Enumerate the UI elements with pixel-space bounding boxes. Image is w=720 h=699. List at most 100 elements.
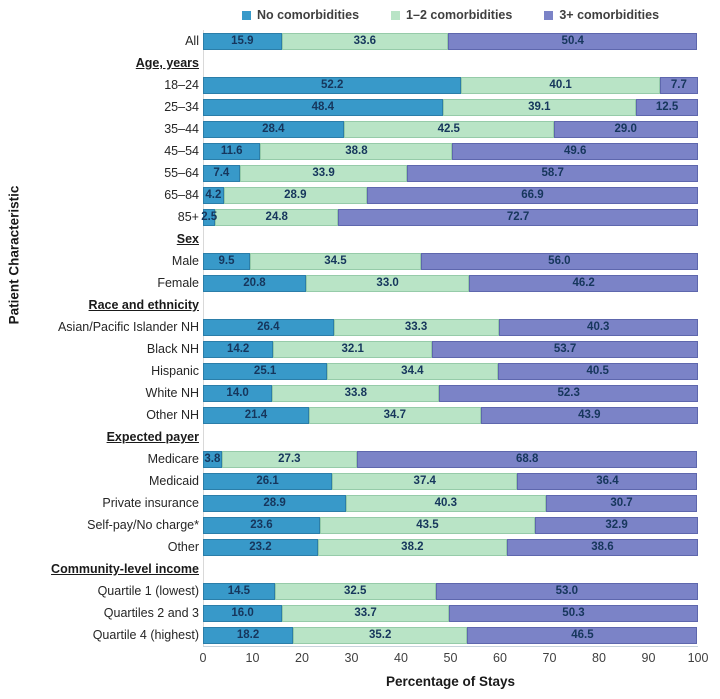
value-label: 28.4 [262, 122, 285, 135]
section-row: Sex [0, 228, 720, 250]
value-label: 38.8 [345, 144, 368, 157]
bar-row: Female 20.8 33.0 46.2 [0, 272, 720, 294]
chart-legend: No comorbidities 1–2 comorbidities 3+ como… [203, 6, 698, 24]
bar-segment-series-2: 40.3 [346, 494, 546, 512]
value-label: 58.7 [541, 166, 564, 179]
legend-item-2: 1–2 comorbidities [391, 8, 512, 22]
bar-segment-series-2: 32.1 [273, 340, 433, 358]
x-tick-label: 70 [542, 651, 557, 665]
stacked-bar: 48.4 39.1 12.5 [203, 98, 698, 116]
chart-rows: All 15.9 33.6 50.4 Age, years 18–24 52.2 40.1 7.… [0, 30, 720, 646]
bar-row: Other 23.2 38.2 38.6 [0, 536, 720, 558]
bar-segment-series-3: 58.7 [407, 164, 698, 182]
bar-segment-series-3: 7.7 [659, 76, 698, 94]
bar-segment-series-2: 34.5 [250, 252, 421, 270]
value-label: 40.3 [434, 496, 457, 509]
value-label: 37.4 [413, 474, 436, 487]
value-label: 27.3 [278, 452, 301, 465]
value-label: 66.9 [521, 188, 544, 201]
bar-row: Medicare 3.8 27.3 68.8 [0, 448, 720, 470]
value-label: 26.1 [256, 474, 279, 487]
category-label: Quartiles 2 and 3 [103, 606, 199, 620]
value-label: 18.2 [236, 628, 260, 641]
bar-segment-series-2: 33.7 [282, 604, 449, 622]
bar-row: Quartiles 2 and 3 16.0 33.7 50.3 [0, 602, 720, 624]
value-label: 39.1 [528, 100, 551, 113]
value-label: 53.7 [553, 342, 577, 355]
section-header: Sex [176, 232, 199, 246]
bar-segment-series-2: 34.4 [327, 362, 498, 380]
bar-segment-series-2: 34.7 [308, 406, 481, 424]
stacked-bar: 4.2 28.9 66.9 [203, 186, 698, 204]
x-axis-ticks: 0 10 20 30 40 50 60 70 80 90 100 [200, 651, 709, 667]
category-label: 55–64 [164, 166, 199, 180]
stacked-bar: 14.5 32.5 53.0 [203, 582, 698, 600]
stacked-bar: 3.8 27.3 68.8 [203, 450, 698, 468]
section-header: Expected payer [106, 430, 199, 444]
value-label: 48.4 [311, 100, 334, 113]
value-label: 14.5 [227, 584, 251, 597]
stacked-bar: 16.0 33.7 50.3 [203, 604, 698, 622]
value-label: 32.9 [605, 518, 628, 531]
value-label: 43.9 [578, 408, 601, 421]
stacked-bar: 25.1 34.4 40.5 [203, 362, 698, 380]
value-label: 28.9 [284, 188, 307, 201]
bar-segment-series-3: 56.0 [420, 252, 698, 270]
x-tick-label: 100 [687, 651, 709, 665]
bar-segment-series-1: 14.5 [203, 582, 275, 600]
bar-segment-series-3: 32.9 [535, 516, 698, 534]
category-label: 85+ [177, 210, 199, 224]
bar-row: Other NH 21.4 34.7 43.9 [0, 404, 720, 426]
value-label: 33.7 [354, 606, 377, 619]
stacked-bar: 9.5 34.5 56.0 [203, 252, 698, 270]
legend-label: 3+ comorbidities [559, 8, 660, 22]
bar-segment-series-2: 33.8 [272, 384, 440, 402]
bar-row: Medicaid 26.1 37.4 36.4 [0, 470, 720, 492]
bar-segment-series-1: 14.0 [203, 384, 273, 402]
legend-swatch-icon [544, 10, 554, 20]
value-label: 16.0 [231, 606, 254, 619]
legend-label: No comorbidities [256, 8, 360, 22]
bar-segment-series-2: 32.5 [274, 582, 436, 600]
category-label: 25–34 [164, 100, 199, 114]
value-label: 14.0 [226, 386, 249, 399]
category-label: Other NH [146, 408, 199, 422]
bar-row: 25–34 48.4 39.1 12.5 [0, 96, 720, 118]
bar-row: 45–54 11.6 38.8 49.6 [0, 140, 720, 162]
value-label: 38.2 [401, 540, 424, 553]
category-label: 45–54 [164, 144, 199, 158]
value-label: 21.4 [244, 408, 268, 421]
value-label: 72.7 [506, 210, 530, 223]
value-label: 32.5 [344, 584, 367, 597]
bar-segment-series-1: 48.4 [203, 98, 443, 116]
bar-segment-series-1: 3.8 [203, 450, 222, 468]
section-row: Expected payer [0, 426, 720, 448]
bar-segment-series-2: 27.3 [221, 450, 357, 468]
bar-segment-series-3: 46.5 [467, 626, 698, 644]
legend-swatch-icon [391, 10, 401, 20]
value-label: 49.6 [564, 144, 587, 157]
x-tick-label: 90 [641, 651, 656, 665]
category-label: White NH [145, 386, 199, 400]
value-label: 40.5 [586, 364, 609, 377]
bar-segment-series-1: 28.9 [203, 494, 347, 512]
value-label: 25.1 [253, 364, 277, 377]
value-label: 40.1 [549, 78, 572, 91]
bar-segment-series-3: 66.9 [366, 186, 698, 204]
stacked-bar: 26.4 33.3 40.3 [203, 318, 698, 336]
stacked-bar: 11.6 38.8 49.6 [203, 142, 698, 160]
x-tick-label: 50 [443, 651, 458, 665]
value-label: 40.3 [587, 320, 610, 333]
section-header: Race and ethnicity [88, 298, 199, 312]
bar-segment-series-2: 42.5 [343, 120, 554, 138]
stacked-bar: 52.2 40.1 7.7 [203, 76, 698, 94]
category-label: Quartile 4 (highest) [92, 628, 199, 642]
y-axis-line [203, 30, 204, 646]
stacked-bar: 23.2 38.2 38.6 [203, 538, 698, 556]
bar-row: Quartile 4 (highest) 18.2 35.2 46.5 [0, 624, 720, 646]
value-label: 4.2 [205, 188, 222, 201]
value-label: 34.5 [324, 254, 347, 267]
bar-row: Hispanic 25.1 34.4 40.5 [0, 360, 720, 382]
value-label: 20.8 [243, 276, 266, 289]
value-label: 46.5 [571, 628, 594, 641]
